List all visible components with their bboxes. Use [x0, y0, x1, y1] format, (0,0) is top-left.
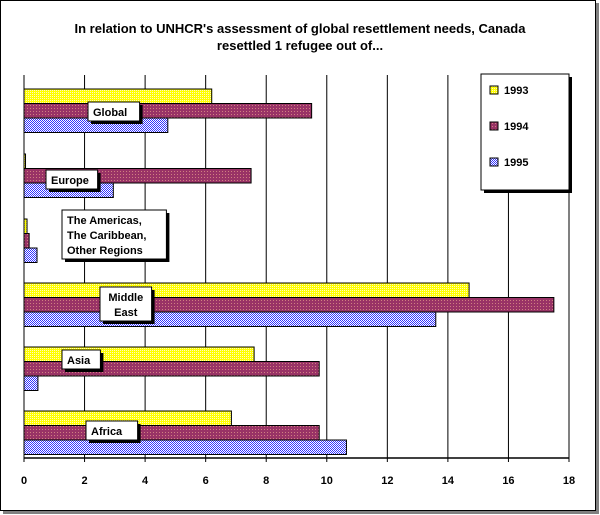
x-tick-label: 14 — [442, 475, 455, 487]
category-label-box — [61, 349, 101, 370]
bar-1995 — [23, 247, 38, 263]
category-label-box — [61, 209, 167, 260]
category-label: The Americas, — [67, 215, 142, 227]
title-line-2: resettled 1 refugee out of... — [216, 38, 384, 53]
category-label-box — [85, 420, 139, 441]
x-tick-label: 8 — [263, 475, 269, 487]
bar-1995 — [23, 375, 39, 391]
category-label: Asia — [67, 355, 91, 367]
category-label: The Caribbean, — [67, 230, 146, 242]
x-tick-label: 12 — [381, 475, 393, 487]
bar-1993 — [23, 153, 27, 169]
legend-label-1993: 1993 — [504, 85, 528, 97]
bar-1994 — [23, 425, 320, 441]
x-tick-label: 4 — [142, 475, 149, 487]
bar-1995 — [23, 439, 347, 455]
bar-1994 — [23, 103, 313, 119]
legend-label-1994: 1994 — [504, 121, 529, 133]
bar-1993 — [23, 346, 255, 362]
category-label: Africa — [91, 426, 123, 438]
bar-1993 — [23, 282, 470, 298]
category-label: Global — [93, 107, 127, 119]
category-label-box — [45, 169, 99, 190]
category-label: Other Regions — [67, 245, 143, 257]
x-tick-label: 6 — [203, 475, 209, 487]
x-tick-label: 2 — [81, 475, 87, 487]
title-line-1: In relation to UNHCR's assessment of glo… — [74, 21, 526, 36]
legend-swatch-1994 — [489, 121, 499, 131]
category-label-box — [87, 101, 141, 122]
category-label: Middle — [108, 292, 143, 304]
legend-label-1995: 1995 — [504, 157, 528, 169]
chart-title: In relation to UNHCR's assessment of glo… — [0, 20, 600, 54]
category-label-box — [99, 286, 153, 322]
x-tick-label: 0 — [21, 475, 27, 487]
category-label: Europe — [51, 175, 89, 187]
x-tick-label: 18 — [563, 475, 575, 487]
bar-1993 — [23, 218, 28, 234]
category-label: East — [114, 307, 138, 319]
x-tick-label: 10 — [321, 475, 333, 487]
bar-1995 — [23, 311, 437, 327]
x-tick-label: 16 — [502, 475, 514, 487]
bar-1994 — [23, 233, 30, 249]
bar-1993 — [23, 88, 213, 104]
legend-swatch-1995 — [489, 157, 499, 167]
legend-swatch-1993 — [489, 85, 499, 95]
